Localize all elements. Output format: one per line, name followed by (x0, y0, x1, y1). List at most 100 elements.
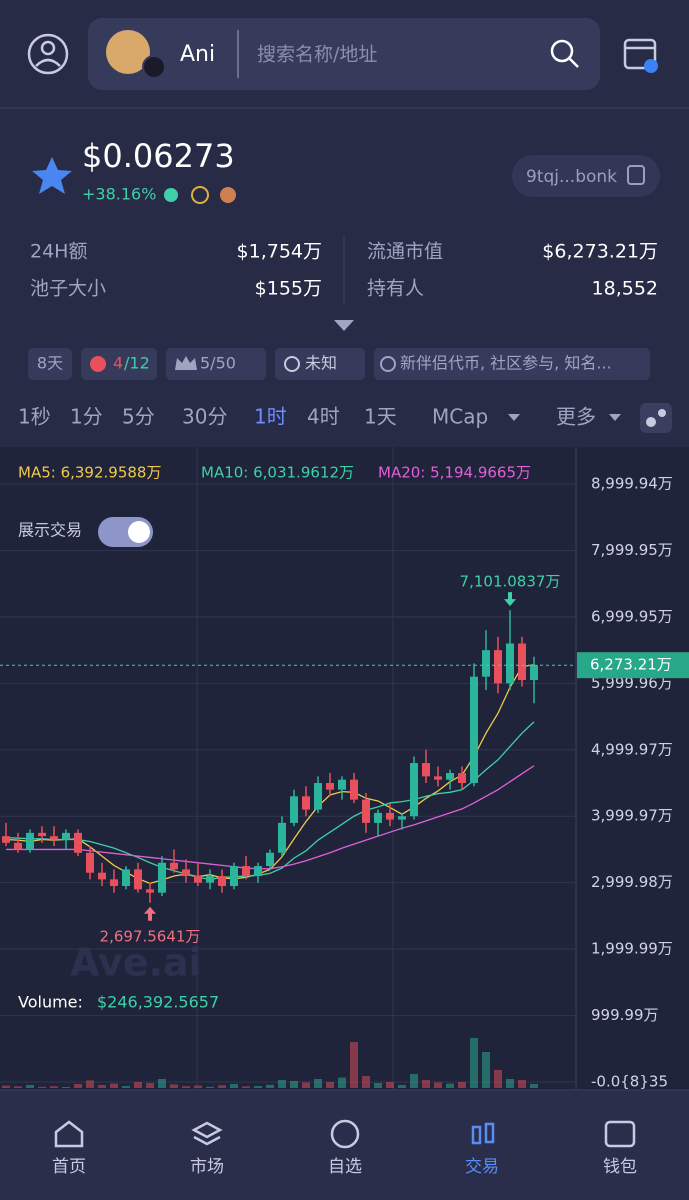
address-pill[interactable] (512, 155, 660, 197)
volume-bar (2, 1085, 10, 1088)
volume-bar (386, 1082, 394, 1088)
interval-tab[interactable]: 1秒 (18, 405, 51, 429)
candle-body (422, 763, 430, 777)
search-icon[interactable] (550, 39, 579, 68)
volume-bar (338, 1077, 346, 1088)
token-name: Ani (180, 42, 215, 67)
wallet-tab-icon[interactable] (604, 1120, 636, 1148)
interval-tab[interactable]: 4时 (307, 405, 340, 429)
volume-bar (278, 1080, 286, 1088)
copy-icon[interactable] (627, 165, 645, 185)
nav-label[interactable]: 首页 (52, 1157, 86, 1177)
volume-bar (482, 1052, 490, 1088)
tag (81, 348, 157, 380)
volume-label: Volume: (18, 993, 83, 1012)
candle-body (74, 832, 82, 853)
candle-body (134, 869, 142, 890)
stat-value: 18,552 (592, 278, 658, 300)
candle-body (146, 889, 154, 893)
candle-body (458, 773, 466, 784)
mode-select[interactable]: MCap (432, 405, 488, 429)
candle-body (14, 842, 22, 850)
interval-tab[interactable]: 5分 (122, 405, 155, 429)
volume-bar (506, 1079, 514, 1088)
candle-body (410, 763, 418, 817)
volume-bar (218, 1085, 226, 1088)
watermark: Ave.ai (70, 941, 202, 985)
candle-body (26, 832, 34, 850)
volume-bar (86, 1080, 94, 1088)
market-icon[interactable] (191, 1121, 223, 1146)
toggle-knob (128, 521, 150, 543)
tag-text[interactable]: 新伴侣代币, 社区参与, 知名... (400, 354, 612, 373)
watchlist-icon[interactable] (330, 1119, 360, 1149)
expand-arrow[interactable] (334, 320, 354, 331)
candle-body (386, 812, 394, 820)
profile-icon[interactable] (27, 33, 69, 75)
volume-bar (254, 1086, 262, 1088)
candle-body (470, 676, 478, 784)
volume-bar (134, 1082, 142, 1088)
price-tag (577, 652, 689, 679)
volume-bar (26, 1085, 34, 1088)
search-box[interactable] (88, 18, 600, 90)
address[interactable]: 9tqj...bonk (526, 167, 617, 187)
interval-tab[interactable]: 30分 (182, 405, 227, 429)
price: $0.06273 (82, 137, 235, 175)
candle-body (350, 779, 358, 800)
candle-body (494, 650, 502, 684)
tag[interactable] (374, 348, 650, 380)
low-arrow (144, 906, 156, 921)
volume-bar (350, 1042, 358, 1088)
crown-icon (175, 356, 197, 370)
candle-body (446, 773, 454, 780)
dropdown-arrow[interactable] (609, 414, 621, 421)
nav-label[interactable]: 钱包 (603, 1157, 637, 1177)
candle-body (266, 852, 274, 867)
high-label: 7,101.0837万 (460, 573, 561, 591)
dropdown-arrow[interactable] (508, 414, 520, 421)
wallet-icon[interactable] (623, 38, 658, 73)
nav-label[interactable]: 自选 (328, 1157, 362, 1177)
candle-body (86, 852, 94, 873)
tag-text[interactable]: 未知 (305, 354, 337, 373)
nav-label[interactable]: 市场 (190, 1157, 224, 1177)
home-icon[interactable] (54, 1120, 84, 1148)
trade-icon[interactable] (471, 1122, 495, 1145)
interval-tab[interactable]: 1天 (364, 405, 397, 429)
y-tick-label: 5,999.96万 (591, 674, 673, 692)
volume-bar (242, 1086, 250, 1088)
bottom-nav (0, 1090, 689, 1200)
stat-label: 流通市值 (367, 241, 443, 263)
settings-button[interactable] (640, 403, 672, 433)
volume-bar (518, 1080, 526, 1088)
tag[interactable] (275, 348, 365, 380)
candle-body (62, 832, 70, 840)
favorite-star[interactable] (32, 157, 72, 194)
volume-bar (362, 1076, 370, 1088)
candle-body (530, 665, 538, 681)
volume-bar (14, 1086, 22, 1088)
tag-text[interactable]: 5/50 (200, 354, 236, 373)
tag[interactable] (166, 348, 266, 380)
stat-label: 池子大小 (30, 278, 106, 300)
candle-body (302, 796, 310, 810)
search-placeholder[interactable]: 搜索名称/地址 (257, 44, 377, 66)
volume-bar (410, 1074, 418, 1088)
candle-body (326, 783, 334, 790)
candle-body (482, 650, 490, 677)
token-avatar (106, 30, 150, 74)
volume-bar (458, 1082, 466, 1088)
candle-body (242, 866, 250, 877)
interval-tab[interactable]: 1时 (254, 405, 287, 429)
y-tick-label: -0.0{8}35 (591, 1073, 668, 1091)
candle-body (98, 872, 106, 880)
ma-label: MA5: 6,392.9588万 (18, 464, 161, 482)
y-tick-label: 999.99万 (591, 1006, 659, 1024)
nav-label[interactable]: 交易 (465, 1157, 499, 1177)
volume-bar (74, 1084, 82, 1088)
more-button[interactable]: 更多 (556, 405, 596, 429)
interval-tab[interactable]: 1分 (70, 405, 103, 429)
holders-icon (164, 188, 178, 202)
